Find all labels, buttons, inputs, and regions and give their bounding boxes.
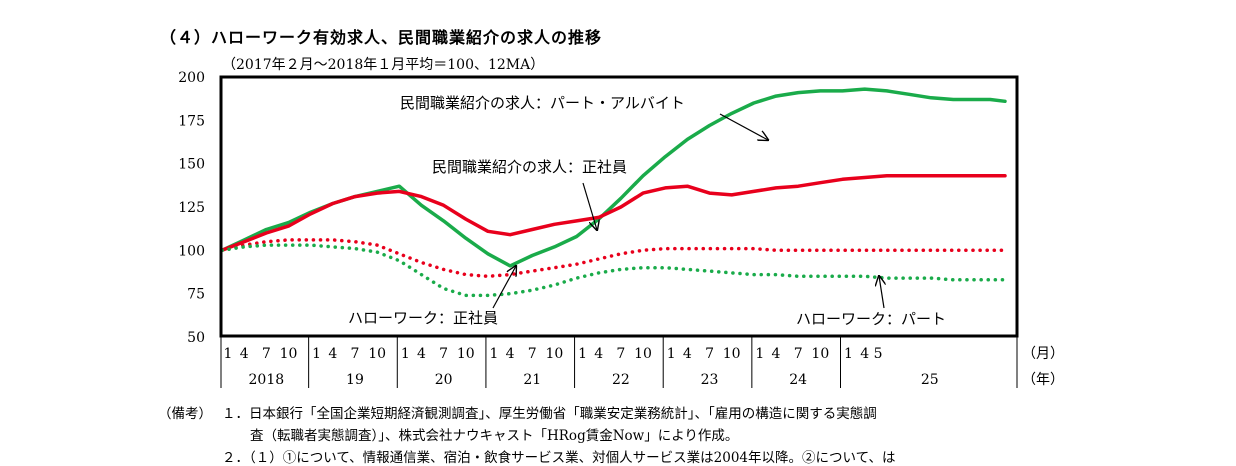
month-tick-label: 10: [545, 346, 563, 362]
month-tick-label: 4: [506, 346, 515, 362]
month-tick-label: 7: [262, 346, 271, 362]
series-lines: [220, 87, 1007, 298]
series-line-4: [220, 243, 1007, 298]
series-line-2: [220, 174, 1007, 253]
section-title: （４）ハローワーク有効求人、民間職業紹介の求人の推移: [160, 28, 603, 47]
month-tick-label: 1: [578, 346, 587, 362]
y-tick-label: 175: [178, 113, 205, 129]
year-label: 21: [523, 372, 541, 388]
year-label: 24: [789, 372, 807, 388]
year-label: 20: [435, 372, 453, 388]
notes-line-2: 査（転職者実態調査）」、株式会社ナウキャスト「HRog賃金Now」により作成。: [250, 428, 739, 444]
notes-line-1: （備考） １．日本銀行「全国企業短期経済観測調査」、厚生労働省「職業安定業務統計」…: [158, 402, 877, 422]
series-line-3: [220, 238, 1007, 279]
plot-frame: [219, 75, 1019, 338]
series-annotation: ハローワーク：パート: [796, 310, 946, 328]
year-axis-unit: （年）: [1022, 372, 1064, 388]
month-tick-label: 5: [874, 346, 883, 362]
year-label: 23: [701, 372, 719, 388]
month-tick-label: 1: [667, 346, 676, 362]
year-label: 25: [921, 372, 939, 388]
notes-label: （備考）: [158, 406, 212, 422]
month-tick-label: 4: [772, 346, 781, 362]
annotation-arrow: [719, 113, 768, 140]
month-tick-label: 10: [457, 346, 475, 362]
y-axis-ticks: 200 175 150 125 100 75 50: [178, 70, 205, 346]
month-tick-label: 7: [616, 346, 625, 362]
month-tick-label: 4: [240, 346, 249, 362]
month-tick-label: 1: [755, 346, 764, 362]
y-tick-label: 100: [178, 243, 205, 259]
month-tick-label: 10: [811, 346, 829, 362]
x-axis: 1 4 7 10 1 4 7 10 1 4 7 10 1 4 7 10 1 4 7 10 1 4 7 10 1 4 7 10 1 4 520…: [220, 337, 1064, 388]
month-tick-label: 1: [401, 346, 410, 362]
month-tick-label: 4: [417, 346, 426, 362]
annotation-arrow: [879, 276, 884, 309]
month-tick-label: 7: [351, 346, 360, 362]
year-label: 22: [612, 372, 630, 388]
series-annotation: 民間職業紹介の求人：正社員: [432, 158, 627, 176]
month-tick-label: 7: [439, 346, 448, 362]
chart-subtitle: （2017年２月～2018年１月平均＝100、12MA）: [222, 57, 545, 73]
y-tick-label: 125: [178, 200, 205, 216]
notes-line-3: ２．（１）①について、情報通信業、宿泊・飲食サービス業、対個人サービス業は200…: [222, 450, 896, 466]
month-tick-label: 4: [860, 346, 869, 362]
year-label: 2018: [249, 372, 285, 388]
y-tick-label: 150: [178, 157, 205, 173]
annotations: 民間職業紹介の求人：パート・アルバイト民間職業紹介の求人：正社員ハローワーク：正…: [348, 94, 946, 328]
annotation-arrow: [492, 266, 516, 309]
series-annotation: 民間職業紹介の求人：パート・アルバイト: [400, 94, 685, 112]
month-axis-unit: （月）: [1022, 346, 1064, 362]
month-tick-label: 1: [844, 346, 853, 362]
month-tick-label: 1: [312, 346, 321, 362]
month-tick-label: 4: [594, 346, 603, 362]
month-tick-label: 10: [634, 346, 652, 362]
month-tick-label: 4: [683, 346, 692, 362]
month-tick-label: 7: [794, 346, 803, 362]
month-tick-label: 10: [280, 346, 298, 362]
month-tick-label: 1: [489, 346, 498, 362]
annotation-arrow: [582, 182, 597, 230]
y-tick-label: 75: [187, 287, 205, 303]
month-tick-label: 7: [528, 346, 537, 362]
y-tick-label: 200: [178, 70, 205, 86]
y-tick-label: 50: [187, 330, 205, 346]
month-tick-label: 4: [328, 346, 337, 362]
year-label: 19: [346, 372, 364, 388]
notes-text-1: １．日本銀行「全国企業短期経済観測調査」、厚生労働省「職業安定業務統計」、「雇用…: [222, 406, 877, 422]
month-tick-label: 1: [224, 346, 233, 362]
month-tick-label: 10: [723, 346, 741, 362]
month-tick-label: 7: [705, 346, 714, 362]
series-annotation: ハローワーク：正社員: [348, 309, 498, 327]
month-tick-label: 10: [368, 346, 386, 362]
